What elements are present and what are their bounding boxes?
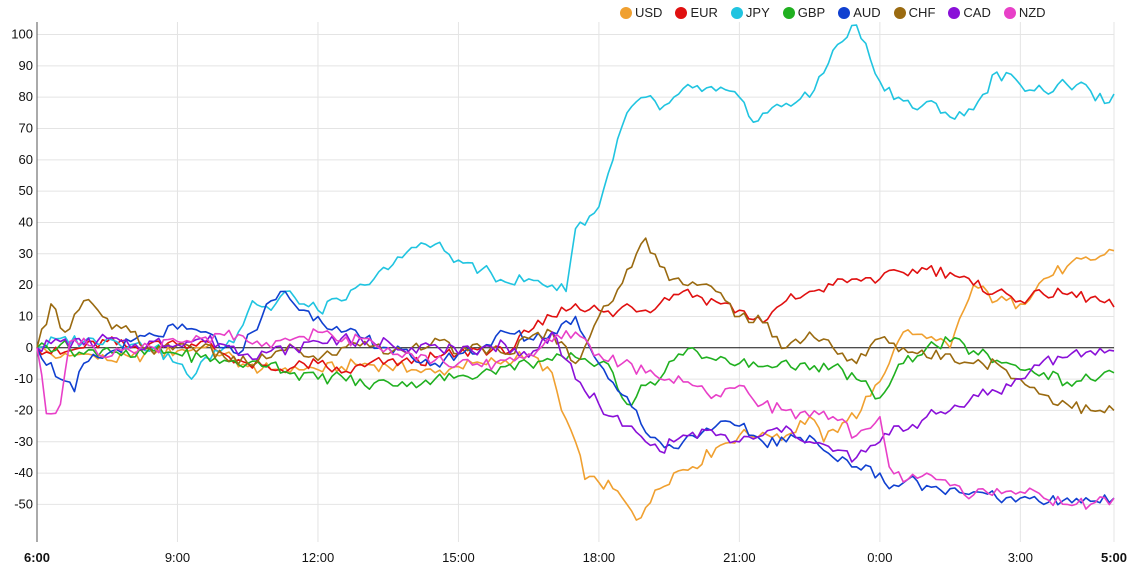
- legend-label: NZD: [1018, 5, 1046, 20]
- legend-swatch: [675, 7, 688, 19]
- x-tick-label: 21:00: [723, 550, 756, 565]
- y-tick-label: 40: [19, 214, 33, 229]
- legend-item-gbp[interactable]: GBP: [782, 5, 826, 21]
- y-tick-label: 10: [19, 308, 33, 323]
- y-tick-label: -20: [14, 402, 33, 417]
- legend-swatch: [838, 7, 851, 19]
- series-line-aud: [36, 290, 1115, 506]
- x-tick-label: 12:00: [302, 550, 335, 565]
- y-tick-label: -50: [14, 496, 33, 511]
- x-tick-label: 15:00: [442, 550, 475, 565]
- x-tick-label: 6:00: [24, 550, 50, 565]
- y-tick-label: 80: [19, 89, 33, 104]
- legend-swatch: [1003, 7, 1016, 19]
- legend-label: EUR: [690, 5, 718, 20]
- legend-swatch: [948, 7, 961, 19]
- legend-item-nzd[interactable]: NZD: [1003, 5, 1046, 21]
- legend-item-aud[interactable]: AUD: [838, 5, 881, 21]
- y-tick-label: 100: [11, 27, 33, 42]
- y-tick-label: 90: [19, 58, 33, 73]
- legend-swatch: [893, 7, 906, 19]
- legend-label: CAD: [963, 5, 991, 20]
- series-line-usd: [36, 248, 1115, 521]
- legend-label: GBP: [797, 5, 826, 20]
- y-tick-label: -40: [14, 465, 33, 480]
- y-tick-label: 0: [26, 340, 33, 355]
- legend-item-cad[interactable]: CAD: [948, 5, 991, 21]
- y-tick-label: 60: [19, 152, 33, 167]
- series-line-nzd: [36, 328, 1115, 510]
- legend-label: CHF: [908, 5, 936, 20]
- legend-swatch: [620, 7, 632, 19]
- legend-label: AUD: [853, 5, 881, 20]
- legend-item-eur[interactable]: EUR: [675, 5, 718, 21]
- x-tick-label: 3:00: [1008, 550, 1033, 565]
- legend: USD EUR JPY GBP AUD CHF CAD NZD: [620, 4, 1059, 22]
- grid: [36, 22, 1115, 542]
- x-tick-label: 0:00: [867, 550, 892, 565]
- y-tick-label: -30: [14, 434, 33, 449]
- x-tick-label: 5:00: [1101, 550, 1127, 565]
- axes: 1009080706050403020100-10-20-30-40-506:0…: [11, 22, 1127, 565]
- y-tick-label: -10: [14, 371, 33, 386]
- y-tick-label: 20: [19, 277, 33, 292]
- x-tick-label: 18:00: [583, 550, 616, 565]
- legend-label: USD: [635, 5, 663, 20]
- series-line-cad: [36, 331, 1115, 463]
- y-tick-label: 30: [19, 246, 33, 261]
- series-line-jpy: [36, 24, 1115, 380]
- series-line-chf: [36, 237, 1115, 415]
- y-tick-label: 50: [19, 183, 33, 198]
- legend-swatch: [782, 7, 795, 19]
- series-line-gbp: [36, 336, 1115, 406]
- series-lines: [36, 24, 1115, 521]
- legend-item-chf[interactable]: CHF: [893, 5, 936, 21]
- legend-swatch: [730, 7, 743, 19]
- legend-item-usd[interactable]: USD: [620, 5, 662, 21]
- x-tick-label: 9:00: [165, 550, 190, 565]
- legend-item-jpy[interactable]: JPY: [730, 5, 770, 21]
- legend-label: JPY: [745, 5, 770, 20]
- y-tick-label: 70: [19, 121, 33, 136]
